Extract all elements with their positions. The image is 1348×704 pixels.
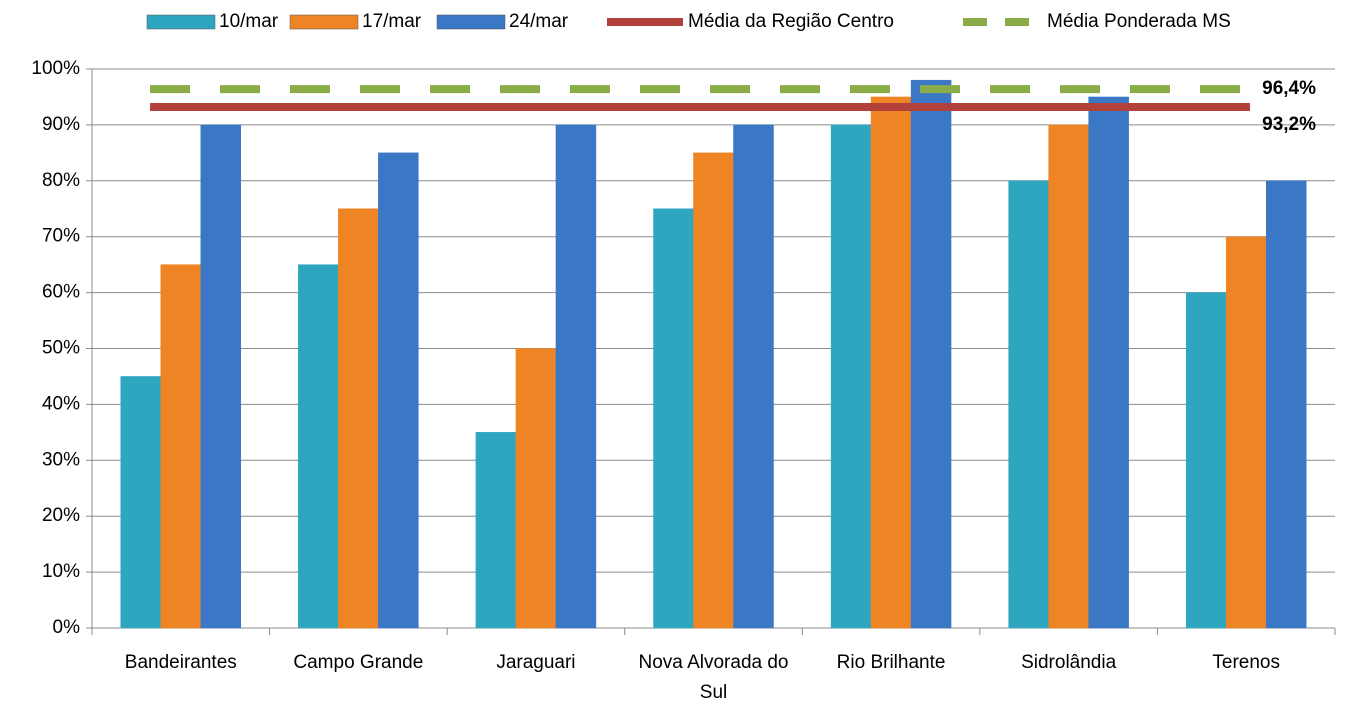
bar	[515, 348, 557, 629]
bar	[1048, 124, 1089, 629]
legend-swatch	[436, 14, 506, 30]
y-tick-label: 10%	[42, 561, 80, 582]
legend-label: 10/mar	[219, 11, 279, 32]
bar	[555, 124, 597, 629]
bar	[733, 124, 774, 629]
y-tick-label: 30%	[42, 449, 80, 470]
legend-swatch	[289, 14, 359, 30]
bar	[910, 79, 952, 629]
reference-label: 96,4%	[1262, 78, 1316, 99]
y-tick-label: 80%	[42, 170, 80, 191]
x-tick-label: Bandeirantes	[124, 652, 237, 673]
y-tick-label: 50%	[42, 338, 80, 359]
y-tick-label: 70%	[42, 226, 80, 247]
x-tick-label: Rio Brilhante	[836, 652, 946, 673]
bar	[1185, 292, 1227, 629]
x-tick-label: Campo Grande	[293, 652, 424, 673]
bar	[475, 432, 517, 629]
bar	[1225, 236, 1267, 629]
bar	[1008, 180, 1049, 629]
legend-swatch	[146, 14, 216, 30]
x-tick-label: Nova Alvorada do Sul	[638, 652, 789, 703]
y-tick-label: 60%	[42, 282, 80, 303]
bar	[693, 152, 734, 629]
bar	[830, 124, 872, 629]
bar	[653, 208, 694, 629]
y-tick-label: 20%	[42, 505, 80, 526]
y-tick-label: 100%	[31, 58, 80, 79]
legend-label: 17/mar	[362, 11, 422, 32]
legend-label: 24/mar	[509, 11, 569, 32]
bar	[120, 376, 162, 629]
y-tick-label: 0%	[53, 617, 81, 638]
bar	[1265, 180, 1307, 629]
x-tick-label: Sidrolândia	[1021, 652, 1117, 673]
bar	[160, 264, 202, 629]
bar	[298, 264, 339, 629]
y-tick-label: 40%	[42, 393, 80, 414]
bar	[338, 208, 379, 629]
y-tick-label: 90%	[42, 114, 80, 135]
bar	[200, 124, 242, 629]
reference-label: 93,2%	[1262, 114, 1316, 135]
legend-label: Média Ponderada MS	[1047, 11, 1231, 32]
legend-label: Média da Região Centro	[688, 11, 894, 32]
bar	[1088, 96, 1129, 629]
x-tick-label: Terenos	[1212, 652, 1280, 673]
bar	[870, 96, 912, 629]
bar	[378, 152, 419, 629]
x-tick-label: Jaraguari	[496, 652, 576, 673]
